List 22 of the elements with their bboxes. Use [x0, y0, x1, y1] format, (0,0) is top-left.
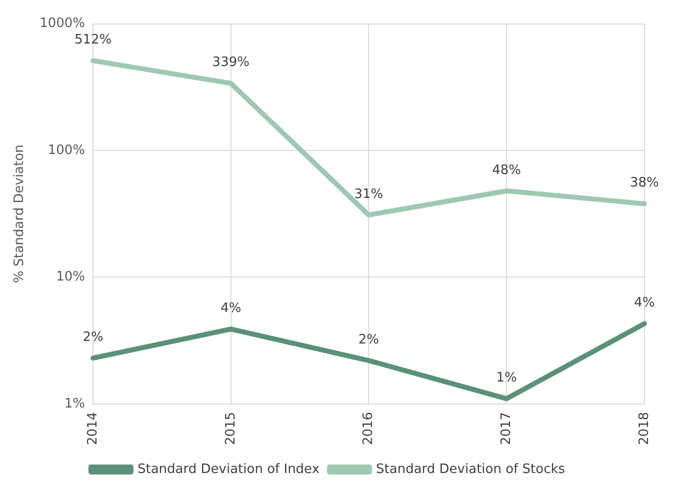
x-tick-label: 2014	[85, 412, 100, 446]
y-axis-title: % Standard Deviaton	[12, 144, 28, 284]
y-tick-label: 1000%	[40, 16, 86, 32]
data-label: 2%	[82, 330, 104, 345]
data-label: 512%	[74, 32, 112, 48]
x-tick-label: 2015	[223, 412, 238, 446]
data-label: 339%	[212, 55, 250, 70]
data-label: 38%	[630, 176, 659, 191]
x-tick-label: 2018	[636, 412, 652, 446]
y-tick-label: 100%	[48, 142, 86, 158]
legend-label: Standard Deviation of Stocks	[376, 462, 566, 477]
data-label: 4%	[634, 296, 655, 311]
data-label: 2%	[358, 332, 380, 348]
data-label: 1%	[496, 370, 517, 386]
x-tick-label: 2016	[361, 412, 376, 446]
data-label: 31%	[354, 186, 384, 202]
x-tick-label: 2017	[498, 412, 514, 446]
data-label: 48%	[492, 162, 522, 178]
data-label: 4%	[220, 300, 242, 316]
y-tick-label: 10%	[56, 270, 86, 285]
legend-label: Standard Deviation of Index	[137, 462, 320, 477]
y-tick-label: 1%	[64, 396, 86, 412]
